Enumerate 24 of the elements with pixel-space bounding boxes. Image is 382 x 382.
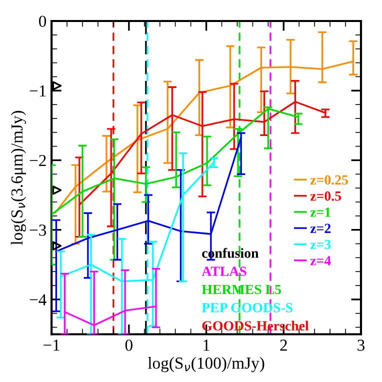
point (52, 241, 62, 250)
x-tick-label: −1 (44, 340, 60, 351)
point (52, 81, 62, 90)
y-tick-label: −4 (30, 294, 46, 306)
ref-line-label: GOODS-Herschel (202, 320, 309, 331)
x-axis-title: log(S$_{ν}$(100)/mJy) (148, 357, 264, 372)
legend-label: z=3 (310, 240, 331, 250)
x-tick-label: 0 (125, 340, 132, 351)
y-axis-title: log(S$_{ν}$(3.6μm)/mJy) (10, 110, 26, 245)
x-tick-label: 1 (204, 340, 210, 351)
legend-label: z=2 (310, 224, 331, 233)
y-tick-label: −1 (30, 85, 46, 96)
point (52, 186, 62, 195)
ref-line-label: ATLAS (202, 266, 246, 276)
y-tick-label: 0 (39, 16, 46, 27)
x-tick-label: 2 (280, 340, 287, 351)
legend-label: z=0.25 (310, 175, 348, 185)
y-tick-label: −3 (30, 224, 46, 236)
y-tick-label: −2 (30, 154, 46, 166)
legend-label: z=0.5 (310, 191, 342, 201)
legend-label: z=4 (310, 256, 331, 266)
ref-line-label: PEP GOODS-S (202, 303, 293, 312)
x-tick-label: 3 (358, 340, 365, 351)
legend-label: z=1 (310, 208, 330, 217)
